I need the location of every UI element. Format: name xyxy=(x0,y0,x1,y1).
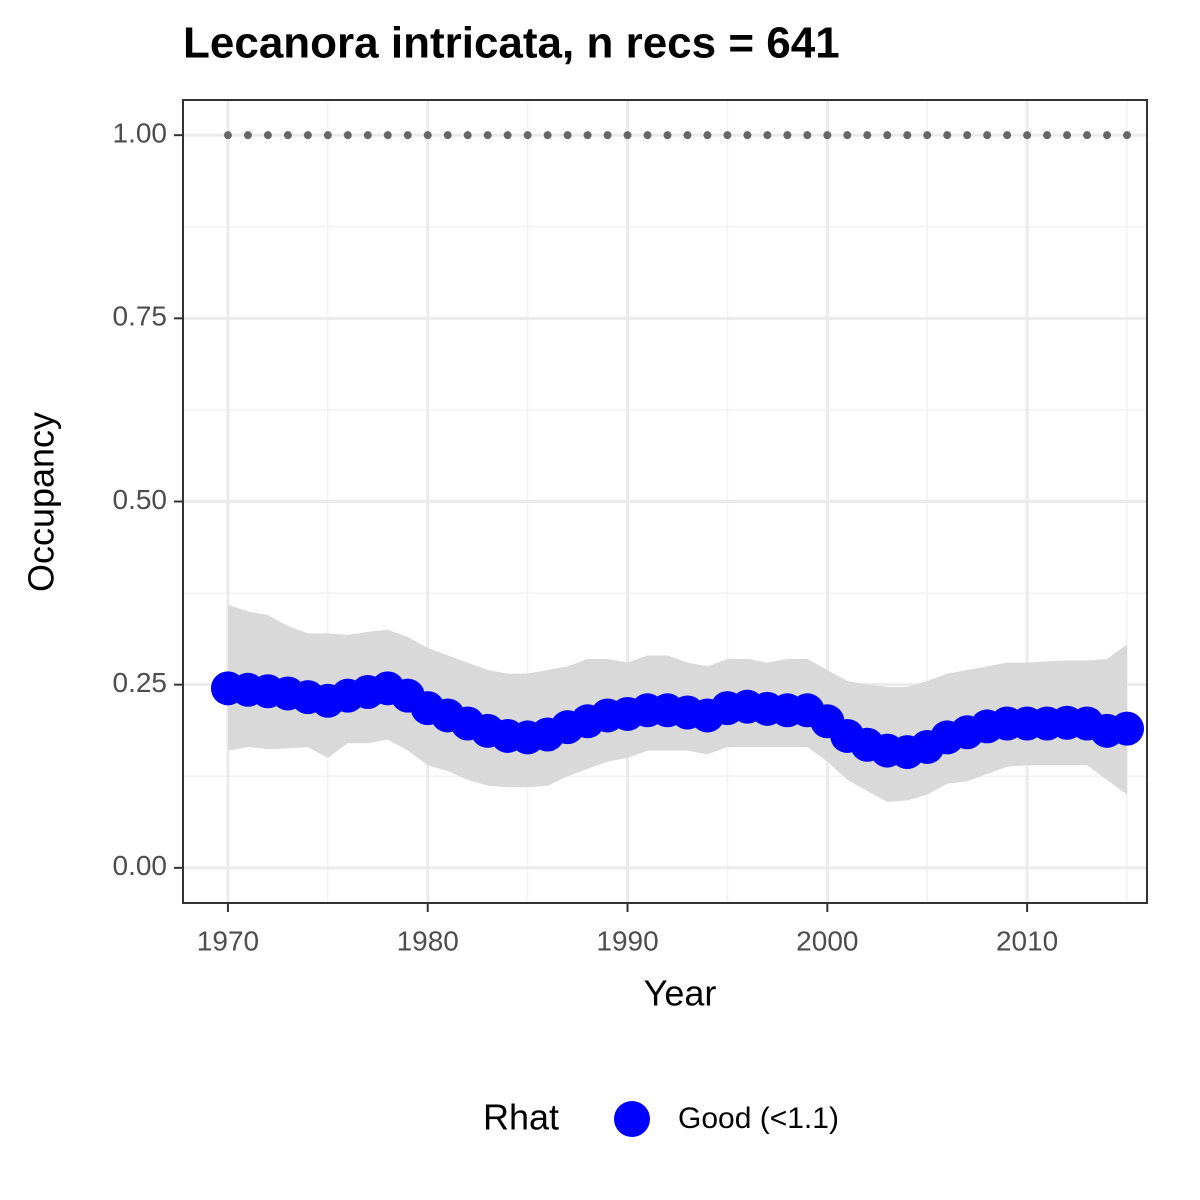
reference-dot xyxy=(643,131,652,140)
reference-dot xyxy=(263,131,272,140)
reference-dot xyxy=(663,131,672,140)
reference-dot xyxy=(603,131,612,140)
legend-title: Rhat xyxy=(483,1097,559,1138)
reference-dot xyxy=(943,131,952,140)
reference-dot xyxy=(523,131,532,140)
reference-dot xyxy=(1103,131,1112,140)
x-tick-label: 2010 xyxy=(996,925,1058,956)
reference-dot xyxy=(783,131,792,140)
x-axis-label: Year xyxy=(644,973,717,1014)
reference-dot xyxy=(1003,131,1012,140)
reference-dot xyxy=(723,131,732,140)
reference-dot xyxy=(343,131,352,140)
reference-dot xyxy=(383,131,392,140)
reference-dot xyxy=(803,131,812,140)
reference-dot xyxy=(743,131,752,140)
legend-swatch xyxy=(614,1101,650,1137)
reference-dot xyxy=(543,131,552,140)
reference-dot xyxy=(483,131,492,140)
reference-dot xyxy=(403,131,412,140)
reference-dot xyxy=(763,131,772,140)
reference-dot xyxy=(563,131,572,140)
reference-dot xyxy=(1123,131,1132,140)
reference-dot xyxy=(223,131,232,140)
y-tick-label: 0.00 xyxy=(113,850,168,881)
x-tick-label: 1980 xyxy=(397,925,459,956)
y-tick-label: 1.00 xyxy=(113,118,168,149)
reference-dot xyxy=(583,131,592,140)
plot-border xyxy=(182,99,1148,904)
legend-label: Good (<1.1) xyxy=(678,1102,839,1135)
reference-dot xyxy=(443,131,452,140)
x-tick-label: 1990 xyxy=(596,925,658,956)
reference-dot xyxy=(1063,131,1072,140)
reference-dot xyxy=(1083,131,1092,140)
chart-title: Lecanora intricata, n recs = 641 xyxy=(183,19,840,68)
reference-dot xyxy=(283,131,292,140)
reference-dot xyxy=(623,131,632,140)
y-axis-label: Occupancy xyxy=(21,412,62,592)
reference-dot xyxy=(883,131,892,140)
reference-dot xyxy=(243,131,252,140)
reference-dot xyxy=(463,131,472,140)
reference-dot xyxy=(843,131,852,140)
reference-dot xyxy=(963,131,972,140)
reference-dot xyxy=(823,131,832,140)
reference-dot xyxy=(703,131,712,140)
reference-dot xyxy=(983,131,992,140)
y-tick-label: 0.50 xyxy=(113,484,168,515)
reference-dot xyxy=(503,131,512,140)
reference-dot xyxy=(903,131,912,140)
reference-dot xyxy=(683,131,692,140)
reference-dot xyxy=(363,131,372,140)
data-point xyxy=(1110,711,1145,746)
reference-dot xyxy=(1023,131,1032,140)
x-tick-label: 1970 xyxy=(197,925,259,956)
reference-dot xyxy=(323,131,332,140)
reference-dot xyxy=(303,131,312,140)
reference-dot xyxy=(923,131,932,140)
y-tick-label: 0.25 xyxy=(113,667,168,698)
reference-dot xyxy=(863,131,872,140)
x-tick-label: 2000 xyxy=(796,925,858,956)
y-tick-label: 0.75 xyxy=(113,301,168,332)
reference-dot xyxy=(1043,131,1052,140)
reference-dot xyxy=(423,131,432,140)
